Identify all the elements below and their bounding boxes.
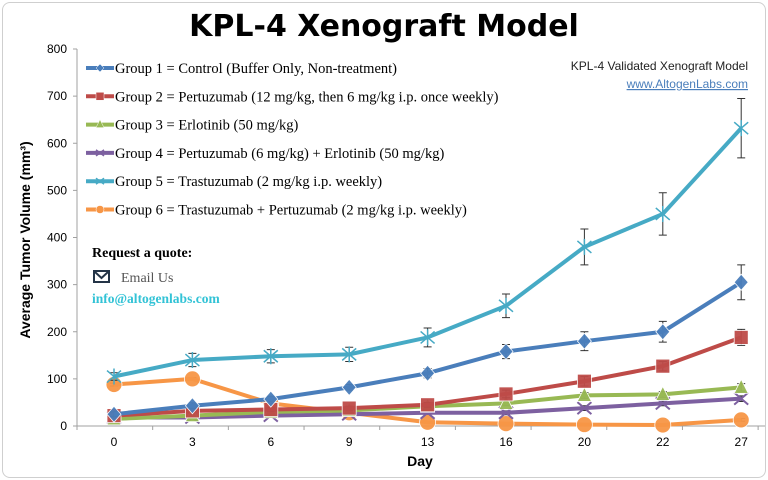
data-point — [655, 358, 671, 374]
envelope-icon — [93, 270, 110, 283]
y-tick-label: 600 — [47, 136, 67, 150]
data-point — [732, 411, 750, 429]
x-tick-label: 3 — [189, 435, 196, 449]
legend-marker — [95, 205, 105, 214]
data-point — [576, 401, 593, 415]
data-point — [341, 400, 357, 416]
data-point — [654, 416, 672, 434]
x-tick-label: 22 — [656, 435, 670, 449]
data-point — [183, 370, 201, 388]
email-address-link[interactable]: info@altogenlabs.com — [92, 291, 220, 306]
x-axis-title: Day — [407, 453, 433, 469]
legend-label: Group 1 = Control (Buffer Only, Non-trea… — [115, 61, 397, 77]
data-point — [498, 394, 514, 410]
legend-item: Group 1 = Control (Buffer Only, Non-trea… — [86, 61, 397, 77]
data-point — [577, 373, 592, 389]
y-tick-label: 400 — [47, 231, 67, 245]
legend-label: Group 5 = Trastuzumab (2 mg/kg i.p. week… — [115, 174, 382, 190]
x-tick-label: 20 — [578, 435, 592, 449]
data-point — [184, 397, 200, 415]
legend-marker — [95, 63, 105, 73]
y-tick-label: 800 — [47, 42, 67, 56]
x-tick-label: 13 — [421, 435, 435, 449]
y-tick-label: 200 — [47, 325, 67, 339]
series-group-5 — [106, 97, 749, 385]
legend-marker — [95, 149, 105, 157]
quote-heading: Request a quote: — [92, 246, 192, 261]
legend-label: Group 2 = Pertuzumab (12 mg/kg, then 6 m… — [115, 89, 499, 105]
data-point — [655, 385, 671, 401]
data-point — [420, 364, 436, 382]
data-point — [420, 329, 436, 346]
data-point — [498, 342, 514, 361]
watermark-text: KPL-4 Validated Xenograft Model — [571, 59, 748, 73]
series-group-1 — [106, 264, 749, 423]
x-tick-label: 9 — [346, 435, 353, 449]
legend-label: Group 6 = Trastuzumab + Pertuzumab (2 mg… — [115, 203, 467, 219]
y-tick-label: 500 — [47, 183, 67, 197]
y-tick-label: 700 — [47, 89, 67, 103]
data-point — [655, 205, 671, 222]
data-point — [498, 386, 514, 402]
watermark-link[interactable]: www.AltogenLabs.com — [626, 77, 748, 91]
envelope-body — [93, 270, 110, 283]
legend-item: Group 5 = Trastuzumab (2 mg/kg i.p. week… — [86, 174, 382, 190]
data-point — [184, 352, 200, 369]
x-tick-label: 16 — [499, 435, 513, 449]
x-tick-label: 6 — [267, 435, 274, 449]
data-point — [263, 390, 279, 408]
data-point — [497, 415, 515, 433]
data-point — [655, 323, 671, 341]
legend-item: Group 3 = Erlotinib (50 mg/kg) — [86, 118, 299, 134]
envelope-flap — [94, 271, 109, 280]
chart-title: KPL-4 Xenograft Model — [189, 9, 579, 44]
data-point — [576, 386, 593, 402]
data-point — [341, 346, 357, 363]
data-point — [733, 273, 749, 291]
data-point — [733, 391, 749, 406]
data-point — [733, 330, 749, 345]
data-point — [733, 378, 749, 394]
data-point — [576, 238, 592, 255]
legend-marker — [95, 92, 105, 101]
email-us-link[interactable]: Email Us — [121, 271, 174, 286]
data-point — [341, 378, 357, 396]
data-point — [420, 397, 436, 413]
legend-marker — [95, 177, 105, 185]
data-point — [576, 416, 593, 433]
legend-label: Group 3 = Erlotinib (50 mg/kg) — [115, 118, 299, 134]
data-point — [106, 405, 122, 423]
data-point — [106, 368, 122, 385]
y-axis-title: Average Tumor Volume (mm³) — [17, 141, 33, 338]
data-point — [576, 332, 592, 350]
legend-item: Group 2 = Pertuzumab (12 mg/kg, then 6 m… — [86, 89, 499, 105]
x-tick-label: 27 — [735, 435, 749, 449]
legend-marker — [95, 119, 105, 128]
legend-item: Group 4 = Pertuzumab (6 mg/kg) + Erlotin… — [86, 146, 444, 162]
data-point — [733, 120, 749, 137]
data-point — [498, 297, 514, 314]
data-point — [263, 348, 279, 365]
legend-label: Group 4 = Pertuzumab (6 mg/kg) + Erlotin… — [115, 146, 444, 162]
legend-item: Group 6 = Trastuzumab + Pertuzumab (2 mg… — [86, 203, 467, 219]
y-tick-label: 100 — [47, 372, 67, 386]
y-tick-label: 0 — [60, 419, 67, 433]
x-tick-label: 0 — [111, 435, 118, 449]
y-tick-label: 300 — [47, 278, 67, 292]
